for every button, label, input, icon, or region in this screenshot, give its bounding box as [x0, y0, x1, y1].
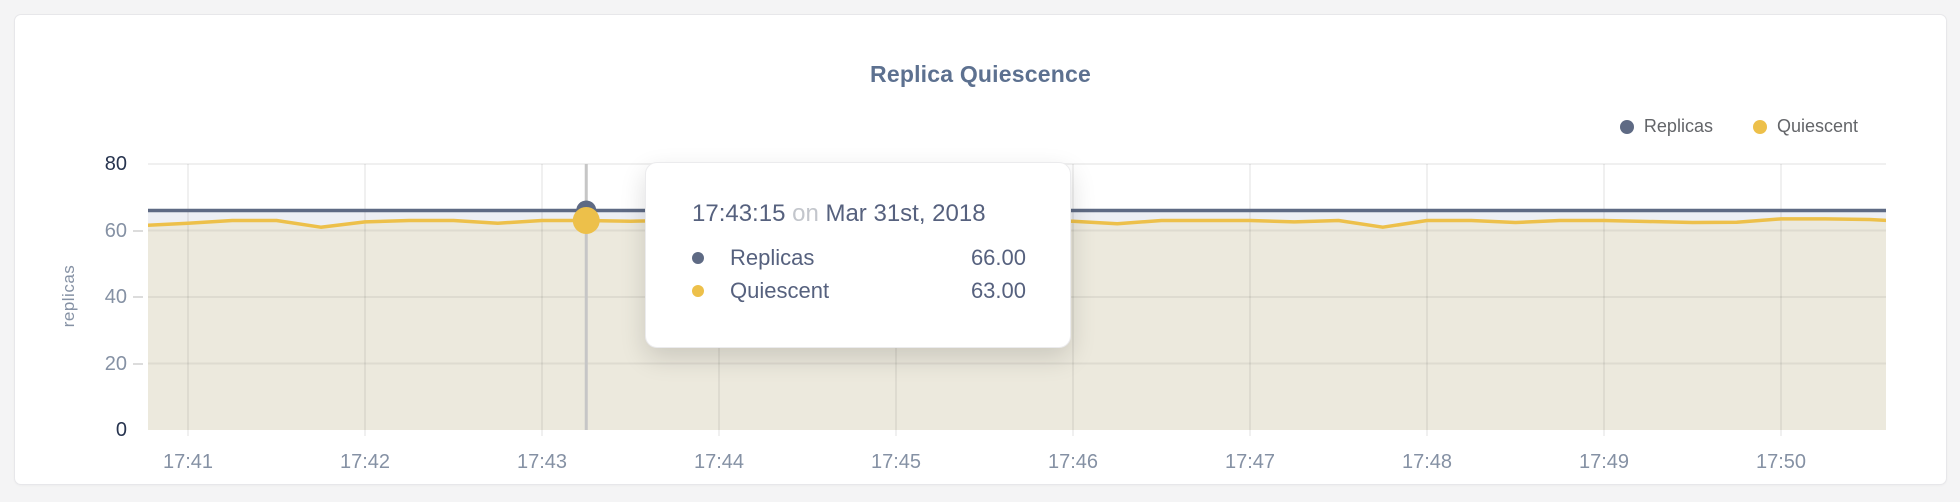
hover-marker-quiescent [572, 207, 600, 234]
quiescent-legend-dot-icon [1752, 119, 1767, 134]
y-tick-label-0: 0 [115, 419, 127, 441]
chart-card: Replica Quiescence Replicas Quiescent re… [14, 14, 1947, 485]
y-axis-labels: 0 20 40 60 80 [15, 15, 143, 502]
x-axis-labels: 17:41 17:42 17:43 17:44 17:45 17:46 17:47 17:48… [148, 445, 1886, 485]
tooltip-series-value: 63.00 [970, 277, 1026, 303]
y-tick-label-40: 40 [104, 286, 127, 308]
legend-label-quiescent: Quiescent [1776, 116, 1858, 136]
x-tick-label-17:49: 17:49 [1578, 451, 1630, 473]
x-tick-label-17:45: 17:45 [870, 451, 922, 473]
tooltip-series-name: Quiescent [730, 277, 830, 303]
tooltip-row-replicas: Replicas 66.00 [692, 241, 1026, 274]
y-tick-mark [133, 229, 143, 232]
tooltip-date: Mar 31st, 2018 [825, 200, 986, 227]
tooltip-series-value: 66.00 [970, 244, 1026, 270]
y-tick-label-20: 20 [104, 352, 127, 375]
tooltip-row-quiescent: Quiescent 63.00 [692, 274, 1026, 307]
x-tick-label-17:42: 17:42 [339, 451, 391, 473]
hover-tooltip: 17:43:15 on Mar 31st, 2018 Replicas 66.0… [645, 162, 1071, 348]
replicas-dot-icon [692, 251, 704, 264]
tooltip-header: 17:43:15 on Mar 31st, 2018 [692, 199, 1026, 229]
x-tick-label-17:44: 17:44 [693, 451, 745, 473]
x-tick-label-17:47: 17:47 [1224, 451, 1276, 473]
legend-item-replicas[interactable]: Replicas [1619, 116, 1713, 137]
legend-label-replicas: Replicas [1643, 116, 1713, 136]
tooltip-series-name: Replicas [730, 244, 815, 270]
tooltip-time: 17:43:15 [692, 200, 786, 227]
chart-title: Replica Quiescence [870, 61, 1091, 87]
x-tick-label-17:48: 17:48 [1401, 451, 1453, 473]
x-tick-label-17:46: 17:46 [1047, 451, 1099, 473]
x-tick-label-17:50: 17:50 [1755, 451, 1807, 473]
quiescent-dot-icon [692, 284, 704, 297]
replicas-legend-dot-icon [1619, 119, 1634, 134]
legend-item-quiescent[interactable]: Quiescent [1752, 116, 1858, 137]
x-tick-label-17:41: 17:41 [162, 451, 214, 473]
y-tick-mark [133, 296, 143, 298]
y-tick-mark [133, 362, 143, 365]
y-tick-label-60: 60 [104, 219, 127, 242]
legend: Replicas Quiescent [1619, 116, 1858, 137]
y-tick-label-80: 80 [104, 153, 127, 175]
tooltip-connector: on [792, 200, 819, 227]
x-tick-label-17:43: 17:43 [516, 451, 568, 473]
